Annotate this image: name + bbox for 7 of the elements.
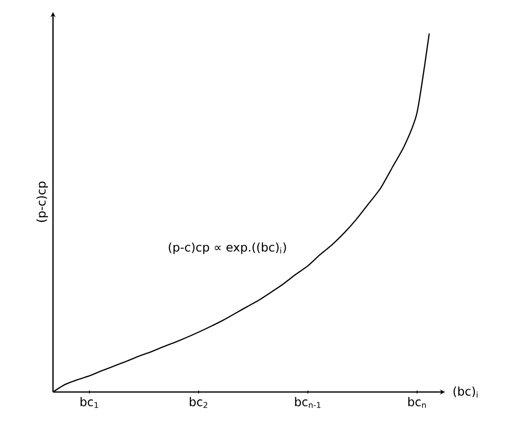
y-axis-title: (p-c)cp xyxy=(36,182,48,222)
x-tick-label: bc$_{1}$ xyxy=(80,397,98,408)
annotation: (p-c)cp ∝ exp.((bc)$_{i}$) xyxy=(168,242,286,254)
x-tick-label: bc$_{n-1}$ xyxy=(295,397,320,408)
x-tick-label: bc$_{n}$ xyxy=(408,397,426,408)
x-tick-label: bc$_{2}$ xyxy=(190,397,208,408)
x-axis-title: (bc)$_{i}$ xyxy=(454,386,478,398)
